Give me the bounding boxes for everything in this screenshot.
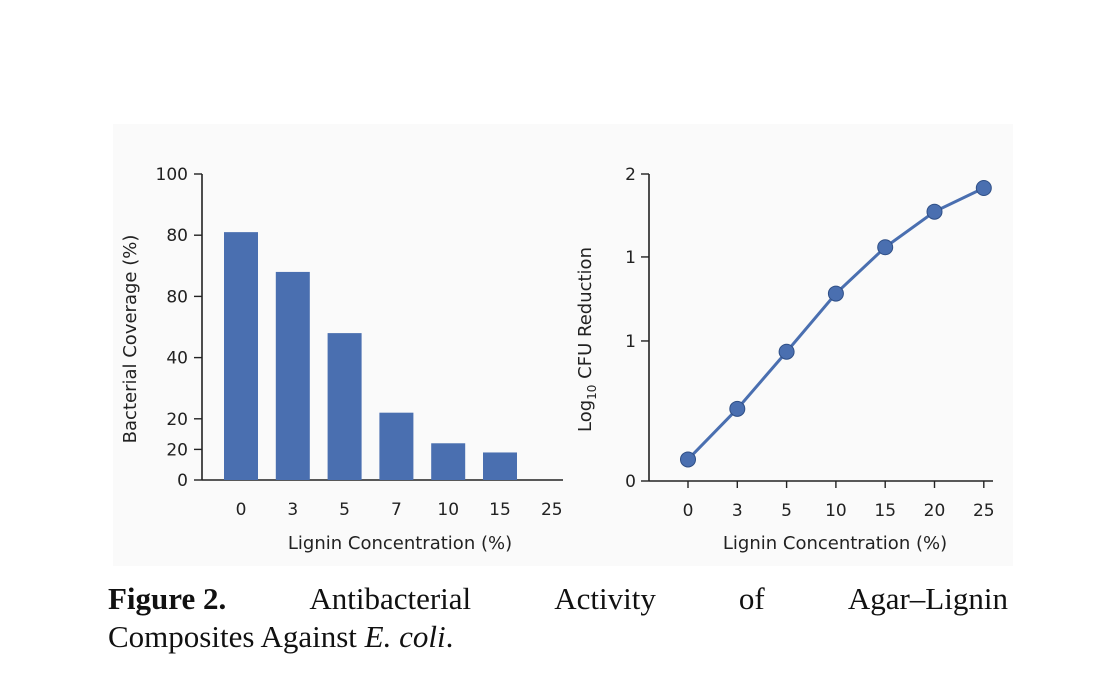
data-point [778,343,795,360]
x-axis-title: Lignin Concentration (%) [288,533,512,554]
y-tick-label: 80 [166,287,188,307]
caption-species: E. coli [364,619,446,654]
y-tick-label: 1 [625,332,636,352]
y-axis-title: Bacterial Coverage (%) [120,235,141,444]
caption-line-1: Figure 2. Antibacterial Activity of Agar… [108,580,1008,618]
y-tick-label: 20 [166,410,188,430]
caption-word: Activity [554,581,656,616]
y-tick-label: 0 [625,472,636,492]
x-tick-label: 5 [781,501,792,521]
x-tick-label: 25 [973,501,995,521]
x-tick-label: 5 [339,500,350,520]
caption-word: Agar–Lignin [847,581,1008,616]
y-axis-title: Log10 CFU Reduction [575,247,599,432]
caption-line-2: Composites Against E. coli. [108,618,1008,656]
data-point [827,285,844,302]
series-line [686,186,985,461]
y-tick-label: 80 [166,226,188,246]
figure-panel: 0 20 20 40 80 80 100 0 3 5 7 10 15 25 Lignin Concentra… [113,124,1013,566]
bar [224,232,258,480]
y-tick-label: 2 [625,165,636,185]
y-tick-label: 20 [166,440,188,460]
x-tick-label: 10 [437,500,459,520]
x-tick-label: 10 [825,501,847,521]
data-point [926,203,943,220]
figure-caption: Figure 2. Antibacterial Activity of Agar… [108,580,1008,656]
caption-period: . [445,619,454,654]
x-tick-label: 25 [541,500,563,520]
y-tick-label: 100 [156,165,188,185]
x-tick-label: 7 [391,500,402,520]
bar [483,452,517,480]
x-tick-label: 20 [924,501,946,521]
data-point [975,180,992,197]
x-tick-label: 0 [683,501,694,521]
bar [431,443,466,480]
data-point [680,451,696,468]
x-tick-label: 15 [489,500,511,520]
x-tick-label: 0 [236,500,247,520]
x-tick-label: 3 [287,500,298,520]
bar [379,412,414,480]
data-point [729,400,746,417]
y-tick-label: 40 [166,349,188,369]
y-tick-label: 1 [625,248,636,268]
data-point [877,239,894,256]
x-axis-title: Lignin Concentration (%) [723,533,947,554]
bar-chart-bacterial-coverage: 0 20 20 40 80 80 100 0 3 5 7 10 15 25 Lignin Concentra… [120,165,563,554]
bar [275,271,310,480]
caption-label: Figure 2. [108,581,227,616]
caption-text: Composites Against [108,619,365,654]
bar [327,333,362,480]
y-tick-label: 0 [177,471,188,491]
x-tick-label: 15 [874,501,896,521]
caption-word: Antibacterial [309,581,472,616]
x-tick-label: 3 [732,501,743,521]
caption-word: of [738,581,765,616]
